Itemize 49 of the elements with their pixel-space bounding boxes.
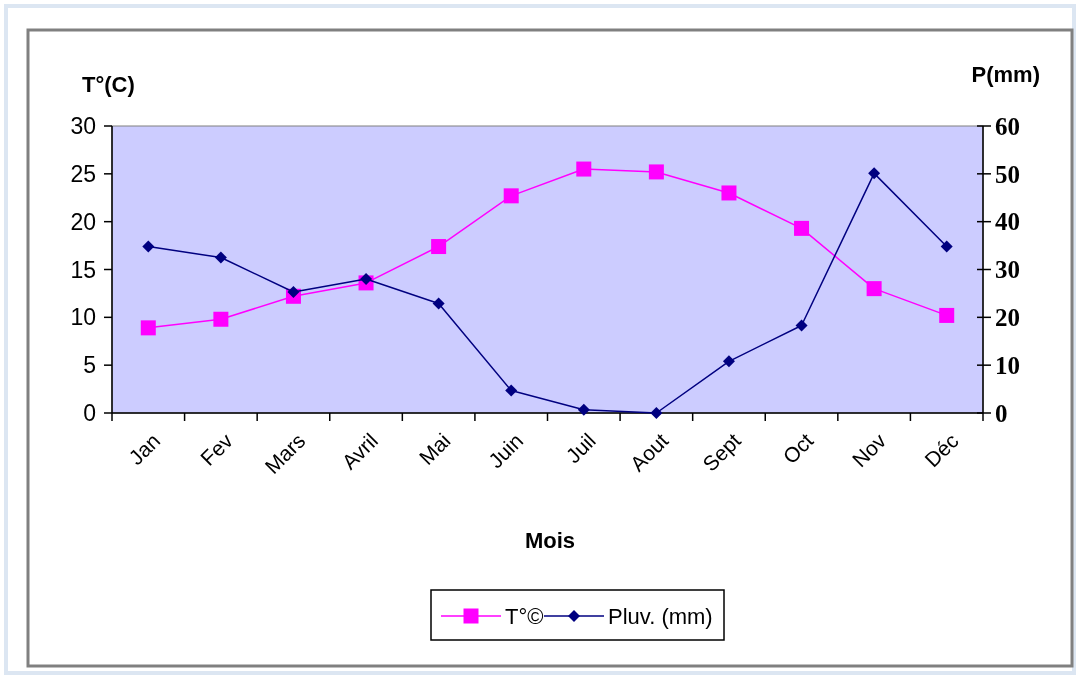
y2-tick-label: 10	[995, 351, 1020, 379]
y2-tick-label: 40	[995, 208, 1020, 236]
y-tick-label: 15	[70, 256, 96, 283]
y-tick-label: 5	[83, 352, 96, 379]
y-tick-label: 25	[70, 160, 96, 187]
x-tick-label: Fev	[195, 428, 238, 470]
y2-tick-label: 20	[995, 304, 1020, 332]
point	[360, 273, 373, 286]
legend-label: Pluv. (mm)	[608, 603, 713, 629]
legend-label: T°©	[505, 603, 544, 629]
point	[576, 161, 592, 177]
point	[214, 251, 227, 264]
y2-tick-label: 30	[995, 256, 1020, 284]
point	[866, 281, 882, 297]
point	[648, 164, 664, 180]
x-tick-label: Déc	[920, 428, 963, 472]
point	[721, 185, 737, 201]
x-tick-label: Juin	[483, 428, 528, 473]
y-tick-label: 20	[70, 208, 96, 235]
x-tick-label: Jan	[124, 428, 165, 469]
y2-tick-label: 50	[995, 160, 1020, 188]
x-tick-label: Mai	[414, 428, 455, 469]
point	[722, 355, 735, 368]
y-axis-title: T°(C)	[82, 72, 135, 97]
y2-tick-label: 0	[995, 399, 1008, 427]
point	[940, 240, 953, 253]
point	[794, 220, 810, 236]
point	[795, 319, 808, 332]
point	[505, 384, 518, 397]
point	[868, 167, 881, 180]
y-tick-label: 0	[83, 400, 96, 427]
point	[503, 188, 519, 204]
x-axis-title: Mois	[524, 528, 576, 553]
y-tick-label: 10	[70, 304, 96, 331]
point	[142, 240, 155, 253]
point	[213, 311, 229, 327]
point	[650, 407, 663, 419]
point	[432, 297, 445, 310]
point	[140, 320, 156, 336]
point	[939, 307, 955, 323]
point	[577, 403, 590, 416]
y2-tick-label: 60	[995, 112, 1020, 140]
y2-axis-title: P(mm)	[971, 62, 1040, 87]
x-tick-label: Juil	[561, 428, 600, 468]
point	[431, 239, 447, 255]
x-tick-label: Oct	[778, 428, 818, 469]
point	[287, 285, 300, 298]
y-tick-label: 30	[70, 113, 96, 140]
x-tick-label: Nov	[847, 428, 891, 472]
